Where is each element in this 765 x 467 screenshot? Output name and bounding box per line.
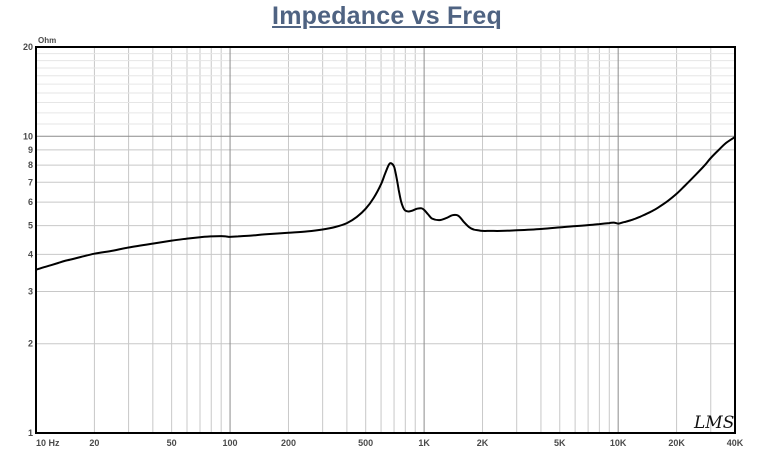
x-tick-label: 20 <box>89 438 99 448</box>
y-tick-label: 2 <box>28 339 33 349</box>
y-tick-label: 3 <box>28 286 33 296</box>
y-tick-label: 4 <box>28 249 33 259</box>
y-tick-label: 20 <box>23 42 33 52</box>
y-tick-label: 8 <box>28 160 33 170</box>
lms-logo: LMS <box>693 413 734 433</box>
y-tick-label: 7 <box>28 177 33 187</box>
chart-title: Impedance vs Freq <box>272 2 502 30</box>
impedance-line <box>35 136 736 271</box>
grid-major <box>36 47 735 433</box>
y-tick-label: 1 <box>28 428 33 438</box>
y-tick-labels: 1 2 3 4 5 6 7 8 9 10 20 <box>23 42 33 438</box>
x-tick-label: 2K <box>477 438 489 448</box>
y-tick-label: 6 <box>28 197 33 207</box>
x-tick-label: 1K <box>418 438 430 448</box>
y-unit-label: Ohm <box>38 36 56 45</box>
x-tick-label: 100 <box>223 438 238 448</box>
plot-frame <box>35 46 736 434</box>
y-tick-label: 5 <box>28 221 33 231</box>
x-tick-label: 40K <box>727 438 744 448</box>
x-tick-label: 50 <box>167 438 177 448</box>
x-tick-label: 200 <box>281 438 296 448</box>
x-tick-label: 10K <box>610 438 627 448</box>
x-tick-labels: 10 Hz 20 50 100 200 500 1K 2K 5K 10K 20K 40K <box>36 438 744 448</box>
x-tick-label: 20K <box>668 438 685 448</box>
y-tick-label: 9 <box>28 145 33 155</box>
x-tick-label: 10 Hz <box>36 438 60 448</box>
y-tick-label: 10 <box>23 131 33 141</box>
x-tick-label: 5K <box>554 438 566 448</box>
x-tick-label: 500 <box>358 438 373 448</box>
grid-minor <box>36 47 735 433</box>
